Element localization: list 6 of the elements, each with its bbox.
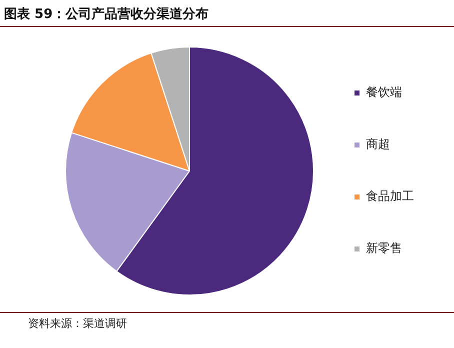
legend-label: 新零售 [366,241,402,256]
legend-label: 食品加工 [366,189,414,204]
text: 资料来源：渠道调研 [28,316,127,331]
chart-title: 图表 59：公司产品营收分渠道分布 [0,0,454,27]
legend-label: 餐饮端 [366,85,402,100]
legend-label: 商超 [366,137,390,152]
